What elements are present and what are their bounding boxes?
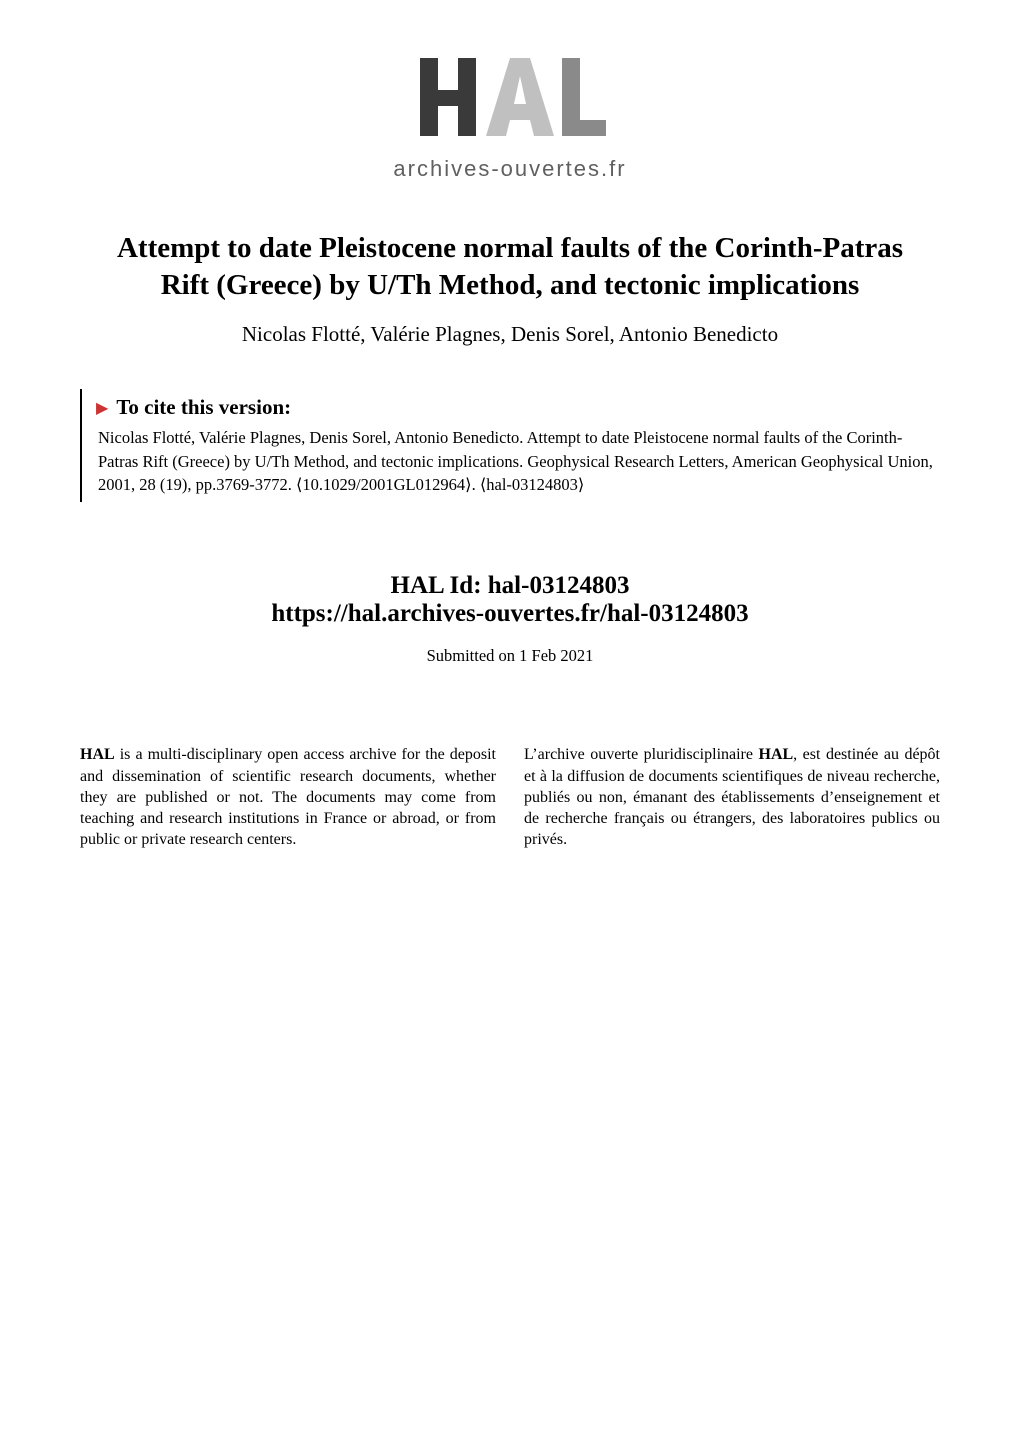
cite-hal-ref: ⟨hal-03124803⟩ [480, 475, 585, 494]
hal-id-value: hal-03124803 [488, 572, 630, 599]
description-left-lead: HAL [80, 746, 115, 763]
cite-arrow-icon: ▶ [96, 398, 108, 418]
cite-doi: ⟨10.1029/2001GL012964⟩. [296, 475, 476, 494]
cite-header: To cite this version: [116, 395, 291, 420]
hal-id-line: HAL Id: hal-03124803 [80, 572, 940, 600]
hal-id-block: HAL Id: hal-03124803 https://hal.archive… [80, 572, 940, 628]
cite-body: Nicolas Flotté, Valérie Plagnes, Denis S… [96, 426, 940, 496]
description-columns: HAL is a multi-disciplinary open access … [80, 744, 940, 850]
paper-authors: Nicolas Flotté, Valérie Plagnes, Denis S… [80, 322, 940, 347]
paper-title: Attempt to date Pleistocene normal fault… [96, 230, 924, 304]
hal-logo-block: archives-ouvertes.fr [80, 48, 940, 182]
cite-this-version-block: ▶ To cite this version: Nicolas Flotté, … [80, 389, 940, 502]
description-right: L’archive ouverte pluridisciplinaire HAL… [524, 744, 940, 850]
cite-header-row: ▶ To cite this version: [96, 395, 940, 420]
hal-logo-tagline: archives-ouvertes.fr [80, 156, 940, 182]
description-left: HAL is a multi-disciplinary open access … [80, 744, 496, 850]
description-right-text: L’archive ouverte pluridisciplinaire HAL… [524, 746, 940, 847]
submitted-date: Submitted on 1 Feb 2021 [80, 646, 940, 666]
hal-logo-mark [410, 48, 610, 158]
description-left-text: is a multi-disciplinary open access arch… [80, 746, 496, 847]
hal-id-label: HAL Id: [391, 572, 488, 599]
hal-url[interactable]: https://hal.archives-ouvertes.fr/hal-031… [80, 600, 940, 628]
description-right-lead: HAL [759, 746, 794, 763]
